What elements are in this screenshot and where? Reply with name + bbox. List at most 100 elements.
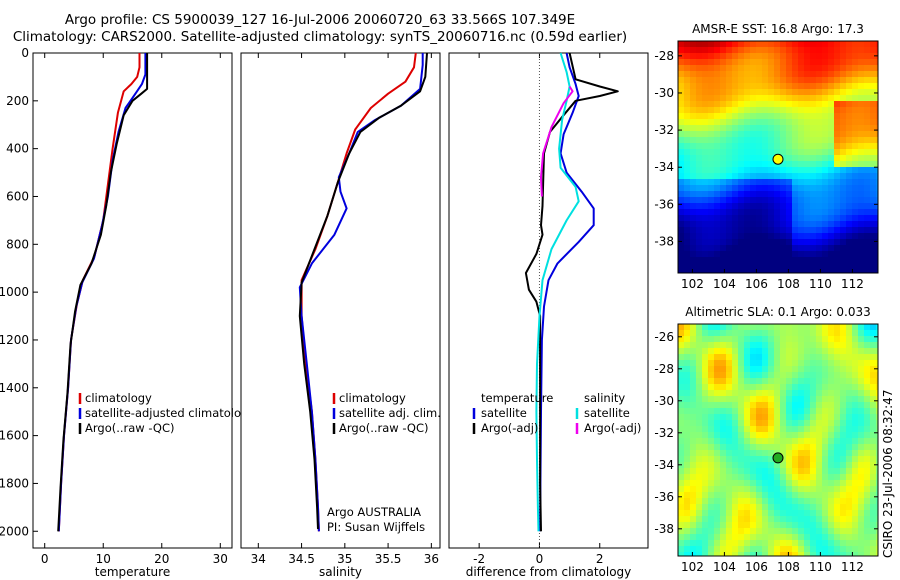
sla_map-cell <box>810 396 817 403</box>
sla_map-cell <box>708 366 715 373</box>
sst_map-cell <box>732 143 739 150</box>
sla_map-cell <box>738 366 745 373</box>
sla_map-cell <box>792 480 799 487</box>
sla_map-cell <box>690 336 697 343</box>
sst_map-cell <box>816 155 823 162</box>
sst_map-cell <box>792 167 799 174</box>
sst_map-cell <box>702 173 709 180</box>
sla_map-cell <box>804 378 811 385</box>
sst_map-cell <box>786 101 793 108</box>
sst_map-cell <box>792 137 799 144</box>
sst_map-cell <box>768 239 775 246</box>
sst_map-cell <box>744 95 751 102</box>
sla_map-cell <box>834 390 841 397</box>
sla_map-cell <box>846 480 853 487</box>
sla_map-cell <box>696 432 703 439</box>
sst_map-cell <box>678 137 685 144</box>
sla_map-cell <box>864 330 871 337</box>
sst_map-cell <box>774 71 781 78</box>
sst_map-cell <box>816 221 823 228</box>
sla_map-cell <box>870 330 877 337</box>
sla_map-cell <box>684 360 691 367</box>
sla_map-cell <box>738 540 745 547</box>
sla_map-cell <box>798 378 805 385</box>
sla_map-xtick-label: 102 <box>681 560 704 574</box>
sst_map-cell <box>804 137 811 144</box>
sst_map-cell <box>798 167 805 174</box>
sla_map-cell <box>840 354 847 361</box>
sst_map-cell <box>792 113 799 120</box>
sst_map-cell <box>864 53 871 60</box>
sla_map-cell <box>798 372 805 379</box>
salinity-xtick-label: 34.5 <box>288 552 315 566</box>
sst_map-cell <box>726 227 733 234</box>
sst_map-cell <box>774 95 781 102</box>
sst_map-cell <box>726 215 733 222</box>
sst_map-cell <box>840 161 847 168</box>
sla_map-cell <box>714 474 721 481</box>
sla_map-cell <box>756 540 763 547</box>
sst_map-cell <box>738 215 745 222</box>
sla_map-cell <box>678 504 685 511</box>
sst_map-cell <box>834 245 841 252</box>
sst_map-cell <box>828 203 835 210</box>
sla_map-cell <box>720 372 727 379</box>
sla_map-cell <box>822 480 829 487</box>
sst_map-cell <box>798 203 805 210</box>
sla_map-cell <box>870 546 877 553</box>
sla_map-cell <box>690 402 697 409</box>
salinity-legend-entry: climatology <box>339 391 406 405</box>
sla_map-cell <box>858 324 865 331</box>
sst_map-cell <box>744 143 751 150</box>
sla_map-cell <box>768 408 775 415</box>
sla_map-cell <box>762 522 769 529</box>
sst_map-cell <box>708 209 715 216</box>
sst_map-cell <box>684 125 691 132</box>
sla_map-cell <box>810 324 817 331</box>
sla_map-cell <box>702 408 709 415</box>
sst_map-cell <box>834 269 841 273</box>
sla_map-cell <box>840 480 847 487</box>
sla_map-cell <box>846 360 853 367</box>
sla_map-cell <box>744 534 751 541</box>
sla_map-cell <box>762 486 769 493</box>
sst_map-cell <box>702 233 709 240</box>
sst_map-cell <box>876 221 878 228</box>
sla_map-cell <box>768 444 775 451</box>
sla_map-cell <box>738 492 745 499</box>
sst_map-cell <box>822 47 829 54</box>
salinity-annotation: Argo AUSTRALIA <box>327 505 421 519</box>
sst_map-cell <box>804 53 811 60</box>
sla_map-cell <box>876 372 878 379</box>
sst_map-cell <box>714 173 721 180</box>
sla_map-cell <box>876 414 878 421</box>
sla_map-cell <box>858 420 865 427</box>
sla_map-cell <box>756 324 763 331</box>
sla_map-cell <box>810 384 817 391</box>
sla_map-cell <box>786 438 793 445</box>
sla_map-cell <box>816 414 823 421</box>
sst_map-cell <box>720 239 727 246</box>
sla_map-cell <box>774 438 781 445</box>
sla_map-cell <box>708 516 715 523</box>
sla_map-cell <box>876 444 878 451</box>
sst_map-cell <box>780 119 787 126</box>
sst_map-cell <box>852 59 859 66</box>
sst_map-cell <box>732 161 739 168</box>
sst_map-cell <box>690 41 697 48</box>
sst_map-cell <box>870 245 877 252</box>
sla_map-cell <box>810 510 817 517</box>
sst_map-cell <box>870 173 877 180</box>
sst_map-cell <box>870 53 877 60</box>
sst_map-cell <box>852 227 859 234</box>
sst_map-cell <box>792 77 799 84</box>
sla_map-cell <box>774 486 781 493</box>
sla_map-cell <box>816 480 823 487</box>
sst_map-cell <box>750 125 757 132</box>
sst_map-cell <box>780 47 787 54</box>
sst_map-cell <box>768 131 775 138</box>
sst_map-cell <box>864 119 871 126</box>
sla_map-cell <box>828 360 835 367</box>
sla_map-cell <box>858 462 865 469</box>
sst_map-cell <box>726 113 733 120</box>
